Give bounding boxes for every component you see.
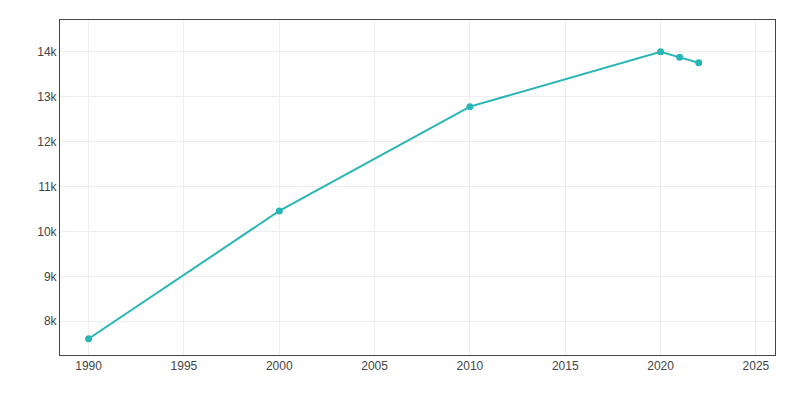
svg-text:8k: 8k: [44, 314, 58, 328]
svg-text:9k: 9k: [44, 270, 58, 284]
svg-text:1995: 1995: [171, 359, 198, 373]
svg-text:1990: 1990: [75, 359, 102, 373]
svg-text:2000: 2000: [266, 359, 293, 373]
svg-text:2005: 2005: [361, 359, 388, 373]
svg-text:12k: 12k: [37, 135, 57, 149]
svg-text:13k: 13k: [37, 90, 57, 104]
svg-text:2010: 2010: [457, 359, 484, 373]
svg-text:2015: 2015: [552, 359, 579, 373]
svg-text:10k: 10k: [37, 225, 57, 239]
svg-text:14k: 14k: [37, 45, 57, 59]
svg-text:2020: 2020: [647, 359, 674, 373]
svg-text:2025: 2025: [743, 359, 770, 373]
svg-text:11k: 11k: [38, 180, 57, 194]
